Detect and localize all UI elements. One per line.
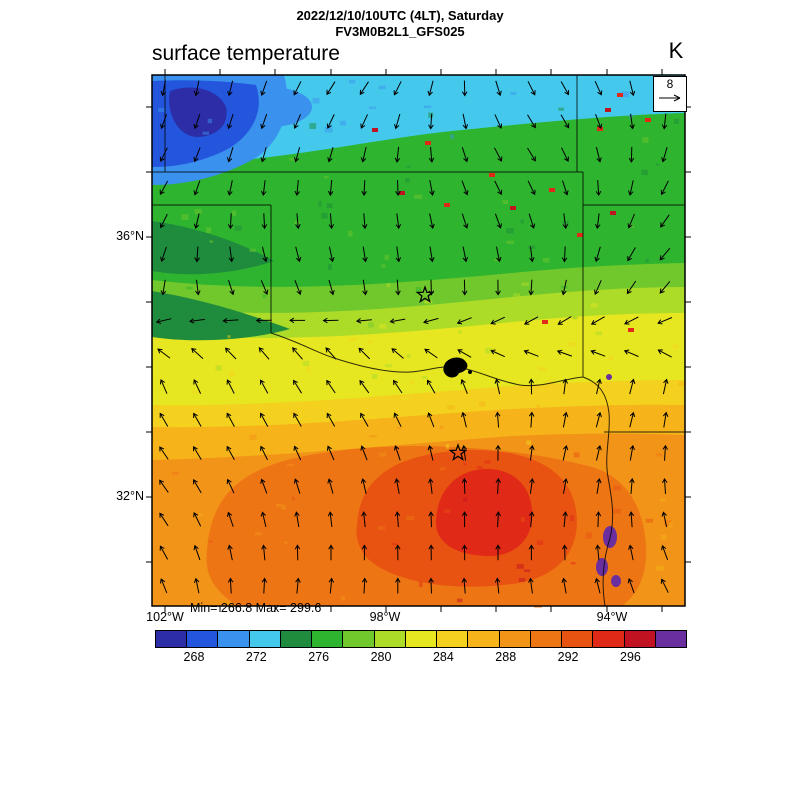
lat-label-36n: 36°N bbox=[116, 229, 144, 243]
minmax-label: Min= 266.8 Max= 299.6 bbox=[190, 601, 322, 615]
colorbar-segment bbox=[437, 631, 469, 647]
map-canvas bbox=[146, 69, 691, 612]
map-frame bbox=[151, 74, 686, 607]
lon-label-102w: 102°W bbox=[146, 610, 184, 624]
colorbar-segment bbox=[405, 631, 438, 647]
title-block: 2022/12/10/10UTC (4LT), Saturday FV3M0B2… bbox=[0, 8, 800, 40]
star-marker-1 bbox=[415, 285, 435, 304]
lon-label-98w: 98°W bbox=[369, 610, 401, 624]
valid-time-title: 2022/12/10/10UTC (4LT), Saturday bbox=[296, 8, 504, 23]
colorbar-segment bbox=[249, 631, 281, 647]
colorbar-segment bbox=[530, 631, 563, 647]
colorbar-segment bbox=[312, 631, 344, 647]
colorbar-segment bbox=[562, 631, 594, 647]
colorbar-tick-label: 292 bbox=[557, 650, 579, 664]
colorbar-tick-label: 276 bbox=[308, 650, 330, 664]
colorbar-tick-label: 296 bbox=[620, 650, 641, 664]
colorbar bbox=[155, 630, 687, 648]
wind-vectors bbox=[155, 80, 673, 594]
colorbar-tick-label: 288 bbox=[495, 650, 517, 664]
lon-label-94w: 94°W bbox=[596, 610, 628, 624]
state-borders bbox=[152, 75, 685, 607]
colorbar-tick-label: 284 bbox=[432, 650, 454, 664]
wind-reference-arrow-icon bbox=[659, 94, 681, 102]
colorbar-tick-label: 268 bbox=[183, 650, 205, 664]
colorbar-segment bbox=[624, 631, 656, 647]
colorbar-segment bbox=[218, 631, 250, 647]
model-title: FV3M0B2L1_GFS025 bbox=[335, 24, 465, 39]
wind-reference-box: 8 bbox=[653, 76, 687, 112]
colorbar-tick-label: 280 bbox=[370, 650, 392, 664]
wind-reference-value: 8 bbox=[666, 77, 674, 91]
colorbar-segment bbox=[156, 631, 188, 647]
colorbar-segment bbox=[343, 631, 375, 647]
star-marker-2 bbox=[448, 443, 468, 462]
axis-ticks bbox=[146, 69, 691, 612]
temperature-field bbox=[152, 75, 686, 608]
colorbar-tick-label: 272 bbox=[245, 650, 267, 664]
colorbar-segment bbox=[187, 631, 219, 647]
units-label: K bbox=[668, 38, 684, 63]
colorbar-segment bbox=[280, 631, 313, 647]
variable-title: surface temperature bbox=[152, 42, 340, 65]
lat-label-32n: 32°N bbox=[116, 489, 144, 503]
colorbar-segment bbox=[499, 631, 531, 647]
colorbar-segment bbox=[468, 631, 500, 647]
colorbar-segment bbox=[593, 631, 625, 647]
colorbar-segment bbox=[374, 631, 406, 647]
colorbar-segment bbox=[655, 631, 686, 647]
lake-marker bbox=[443, 357, 472, 378]
